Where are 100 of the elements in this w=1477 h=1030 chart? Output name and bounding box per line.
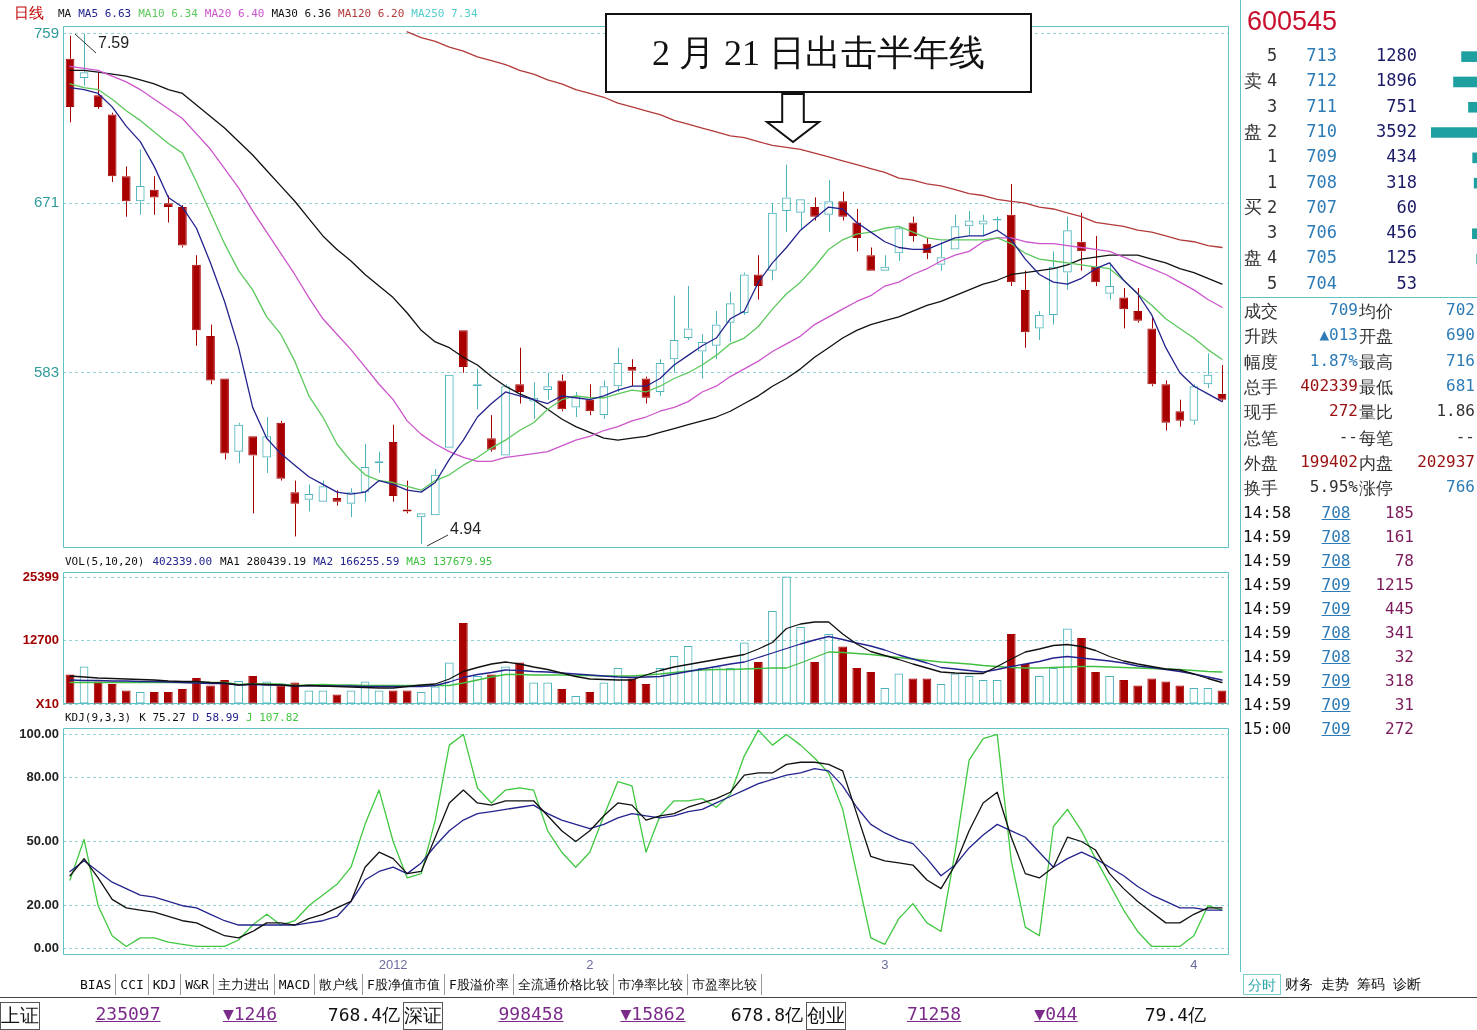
text: 1 [1266,146,1278,167]
text: 709 [1321,671,1351,690]
text: J 107.82 [245,710,299,724]
text: 买盘 [1244,197,1262,269]
text: MA3 137679.95 [406,554,493,568]
text: 总手 [1244,377,1278,399]
legend-title: MA [58,6,72,20]
text: 318 [1385,671,1414,690]
y-tick-label: 671 [33,193,59,211]
y-tick-label: 706 [1306,222,1337,243]
y-tick-label: 100.00 [19,726,59,741]
text: ▼044 [1034,1003,1078,1024]
series-label: MA120 6.20 [338,6,405,20]
text: MA20 6.40 [204,6,265,20]
chart-title: 日线 [14,3,44,23]
text: MACD [274,974,316,995]
annotation: 2 月 21 日出击半年线 [652,31,985,75]
text: 分时 [1243,974,1281,995]
text: 341 [1385,623,1414,642]
text: 272 [1385,719,1414,738]
text: 709 [1329,300,1358,319]
text: 主力进出 [213,974,275,995]
text: 708 [1321,527,1351,546]
legend-label: MA250 7.34 [411,6,478,20]
text: 市净率比较 [613,974,688,995]
data-label: 1896 [1376,70,1417,91]
y-tick-label: 712 [1306,70,1337,91]
data-label: 60 [1396,196,1417,217]
text: 最高 [1359,352,1393,374]
y-tick-label: 708 [1306,171,1337,192]
text: 14:59 [1243,551,1292,570]
text: 1215 [1375,575,1414,594]
y-tick-label: 705 [1306,247,1337,268]
text: 272 [1329,401,1358,420]
text: K 75.27 [139,710,186,724]
text: CCI [116,974,149,995]
text: 卖盘 [1244,70,1262,142]
text: 79.4亿 [1144,1003,1206,1027]
y-tick-label: 583 [33,362,59,380]
text: MA10 6.34 [138,6,198,20]
text: 5 [1266,272,1278,293]
text: 4 [1266,70,1278,91]
text: MA30 6.36 [271,6,332,20]
text: 702 [1446,300,1475,319]
text: MA1 280439.19 [220,554,307,568]
text: MA2 166255.59 [313,554,400,568]
data-label: 125 [1386,247,1417,268]
text: 14:59 [1243,671,1292,690]
y-tick-label: 713 [1306,45,1337,66]
text: 709 [1321,719,1351,738]
text: 2 [1266,196,1278,217]
text: 幅度 [1244,352,1278,374]
chart-title: KDJ(9,3,3) [65,710,132,724]
data-label: 434 [1386,146,1417,167]
y-tick-label: 25399 [22,568,59,584]
text: 1 [1266,171,1278,192]
y-tick-label: 80.00 [26,768,59,784]
text: ▲013 [1319,325,1358,344]
text: 14:59 [1243,575,1292,594]
text: 开盘 [1359,326,1393,348]
text: 3 [1266,222,1278,243]
text: F股溢价率 [444,974,514,995]
y-tick-label: 20.00 [26,897,59,913]
text: 202937 [1417,452,1475,471]
text: 走势 [1320,975,1350,994]
text: 2 [1266,120,1278,141]
data-label: 1280 [1376,45,1417,66]
text: 上证 [1,1003,39,1029]
text: 5.95% [1309,477,1358,496]
y-tick-label: 12700 [22,632,59,648]
text: 涨停 [1359,478,1393,500]
text: 14:59 [1243,527,1292,546]
y-tick-label: 711 [1306,95,1337,116]
text: 14:58 [1243,503,1292,522]
text: 量比 [1359,402,1393,424]
text: W&R [181,974,214,995]
text: 总笔 [1244,428,1278,450]
text: 升跌 [1244,326,1278,348]
text: 市盈率比较 [687,974,762,995]
text: 现手 [1244,402,1278,424]
text: 筹码 [1356,975,1386,994]
text: 445 [1385,599,1414,618]
data-label: 53 [1396,272,1417,293]
text: 诊断 [1392,975,1422,994]
text: 678.8亿 [730,1003,803,1027]
y-tick-label: 707 [1306,196,1337,217]
y-tick-label: 0.00 [33,940,59,956]
text: 709 [1321,599,1351,618]
text: 散户线 [315,974,364,995]
chart-title: VOL(5,10,20) [65,554,145,568]
text: 外盘 [1244,453,1278,475]
text: 换手 [1244,478,1278,500]
text: 78 [1394,551,1414,570]
y-tick-label: 50.00 [26,833,59,849]
text: 3 [1266,95,1278,116]
text: 14:59 [1243,623,1292,642]
x-tick-label: 4 [1190,957,1198,973]
text: 14:59 [1243,599,1292,618]
data-label: 3592 [1376,120,1417,141]
text: 14:59 [1243,695,1292,714]
